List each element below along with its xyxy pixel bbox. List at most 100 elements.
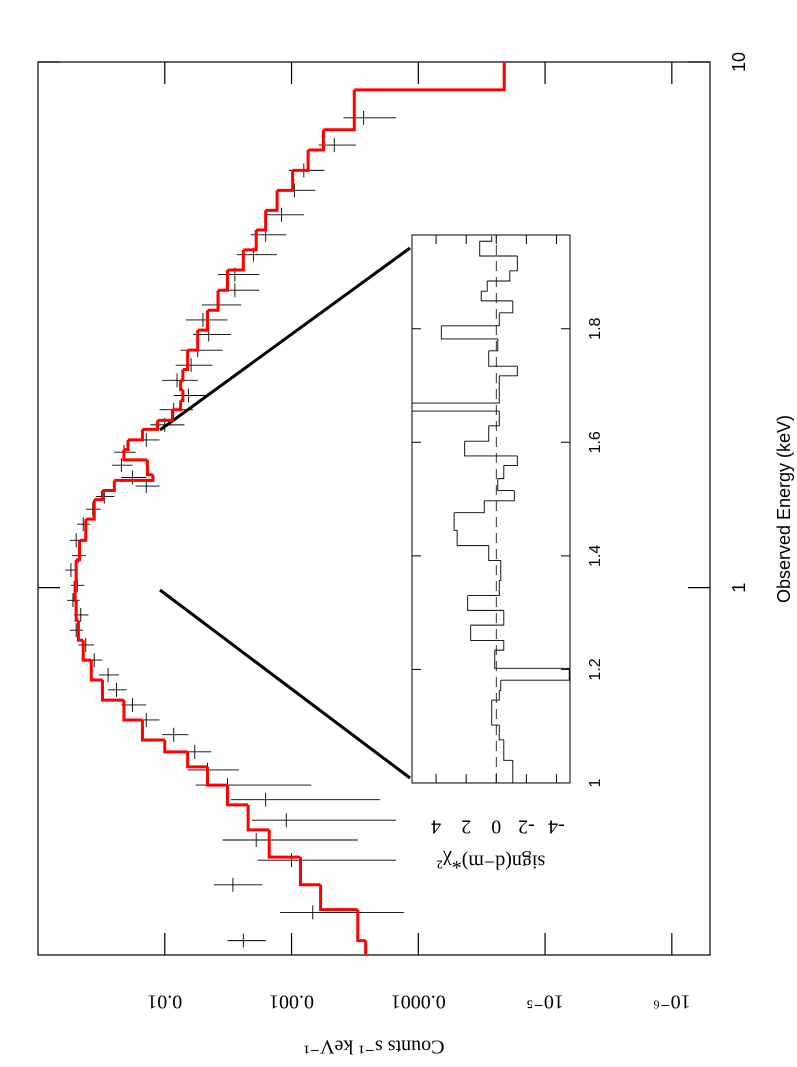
error-bar — [78, 637, 95, 652]
model-step — [323, 89, 356, 132]
model-step — [128, 429, 144, 442]
residual-step — [494, 640, 505, 651]
model-step — [142, 420, 160, 431]
residual-step — [411, 403, 500, 412]
error-bar — [222, 832, 358, 847]
error-bar — [77, 517, 90, 532]
model-step — [179, 380, 183, 392]
residual-step — [499, 366, 518, 377]
error-bar — [173, 388, 209, 403]
residual-step — [453, 512, 458, 531]
model-step — [102, 480, 116, 493]
model-step — [122, 449, 148, 462]
model-step — [74, 559, 78, 583]
residual-step — [500, 668, 570, 681]
model-step — [89, 660, 103, 682]
y-tick-label: 0.01 — [147, 990, 182, 1012]
residual-step — [509, 256, 518, 272]
model-step — [186, 751, 208, 769]
residual-step — [454, 500, 485, 514]
model-step — [354, 62, 506, 92]
residual-step — [494, 650, 570, 669]
residual-step — [499, 560, 502, 581]
model-step — [292, 150, 310, 172]
error-bar — [99, 667, 119, 682]
residual-step — [484, 490, 515, 502]
error-bar — [175, 358, 213, 373]
error-bar — [280, 905, 404, 920]
model-step — [265, 190, 279, 212]
model-step — [206, 766, 228, 787]
error-bar — [252, 813, 396, 828]
model-step — [114, 474, 155, 482]
model-step — [123, 439, 130, 452]
y-tick-label: 10⁻⁶ — [653, 990, 691, 1012]
error-bar — [343, 110, 396, 125]
residual-step — [441, 312, 500, 327]
y-axis-label: Counts s⁻¹ keV⁻¹ — [304, 1035, 445, 1057]
model-step — [94, 490, 104, 502]
residual-step — [481, 280, 488, 292]
error-bar — [67, 593, 80, 608]
inset-y-label: sign(d−m)*χ² — [437, 850, 545, 872]
error-bar — [213, 877, 263, 892]
inset-x-tick-label: 1.8 — [587, 317, 604, 339]
model-step — [180, 369, 185, 382]
residual-step — [499, 680, 502, 691]
residual-step — [464, 441, 518, 457]
model-step — [243, 230, 258, 252]
inset-x-tick-label: 1.2 — [587, 658, 604, 680]
error-bar — [227, 933, 266, 948]
residual-step — [470, 610, 505, 626]
model-step — [74, 600, 79, 622]
plot: Observed Energy (keV) Counts s⁻¹ keV⁻¹ s… — [37, 52, 794, 1057]
model-step — [81, 640, 92, 662]
residual-step — [456, 530, 489, 547]
inset-y-tick-label: 2 — [461, 815, 471, 837]
residual-step — [467, 595, 504, 611]
inset-y-tick-label: 4 — [431, 815, 441, 837]
residual-step — [503, 739, 513, 761]
model-step — [256, 210, 268, 232]
x-tick-label: 1 — [729, 583, 749, 593]
residual-step — [470, 625, 504, 641]
model-step — [207, 290, 220, 312]
inset-x-tick-label: 1 — [587, 778, 604, 787]
residual-step — [488, 411, 500, 427]
model-step — [308, 129, 325, 152]
residual-step — [497, 478, 515, 491]
residual-step — [488, 338, 499, 352]
zoom-line — [159, 588, 411, 780]
y-tick-label: 0.001 — [269, 990, 314, 1012]
inset-x-tick-label: 1.4 — [587, 545, 604, 567]
error-bar — [121, 697, 147, 712]
error-bar — [231, 792, 381, 807]
model-step — [218, 270, 229, 292]
plot-frame — [37, 61, 711, 956]
model-step — [225, 785, 249, 807]
residual-step — [480, 291, 513, 302]
model-step — [319, 884, 358, 912]
model-step — [140, 719, 165, 742]
model-step — [157, 409, 174, 422]
error-bar — [121, 470, 147, 485]
model-step — [182, 350, 190, 371]
residual-step — [488, 350, 518, 367]
model-step — [73, 580, 77, 602]
y-tick-label: 10⁻⁵ — [526, 990, 564, 1012]
inset-frame — [411, 234, 571, 784]
model-step — [172, 400, 183, 412]
inset-y-tick-label: -2 — [518, 815, 535, 837]
model-step — [267, 829, 301, 859]
model-step — [85, 499, 96, 521]
error-bar — [108, 682, 127, 697]
model-step — [163, 739, 188, 754]
residual-step — [497, 465, 505, 480]
residual-step — [503, 455, 518, 467]
error-bar — [265, 207, 304, 222]
model-step — [145, 459, 153, 477]
error-bar — [187, 762, 239, 777]
model-step — [100, 680, 124, 702]
